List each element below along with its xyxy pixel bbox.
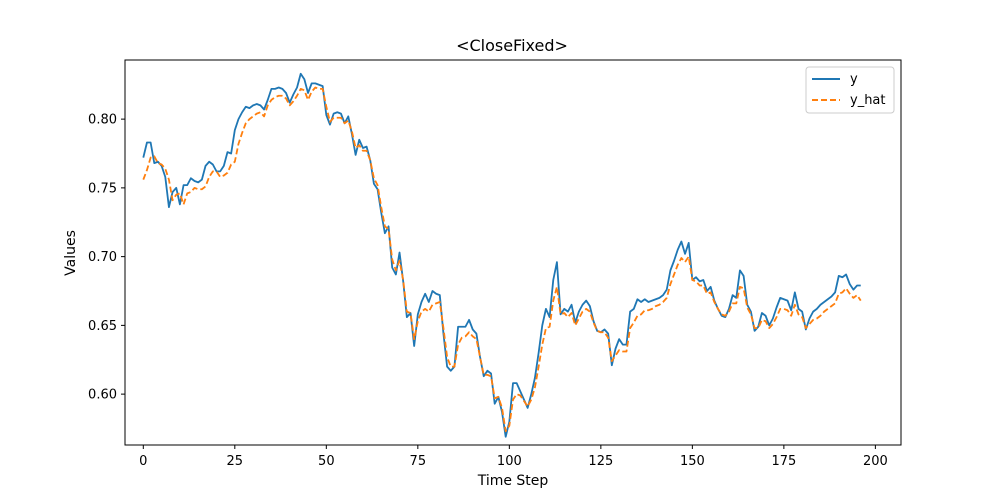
x-axis-title: Time Step [477, 473, 549, 489]
series-layer [142, 72, 862, 438]
x-tick-label: 50 [318, 454, 335, 469]
plot-frame [124, 59, 902, 446]
chart-title: <CloseFixed> [456, 36, 568, 55]
x-tick-label: 25 [227, 454, 244, 469]
y-tick-label: 0.60 [88, 388, 117, 403]
x-tick-label: 125 [588, 454, 613, 469]
legend: y y_hat [805, 66, 895, 114]
series-line-y-hat [142, 86, 862, 433]
x-tick-label: 0 [139, 454, 147, 469]
y-tick-label: 0.80 [88, 113, 117, 128]
x-axis: 0 25 50 75 100 125 150 175 200 [139, 445, 888, 469]
y-axis-title: Values [63, 230, 79, 276]
legend-label-y: y [850, 72, 858, 87]
y-tick-label: 0.75 [88, 181, 117, 196]
x-tick-label: 75 [410, 454, 427, 469]
y-tick-label: 0.65 [88, 319, 117, 334]
x-tick-label: 100 [497, 454, 522, 469]
y-tick-label: 0.70 [88, 250, 117, 265]
y-axis: 0.60 0.65 0.70 0.75 0.80 [88, 113, 125, 403]
x-tick-label: 150 [680, 454, 705, 469]
x-tick-label: 175 [771, 454, 796, 469]
legend-label-y-hat: y_hat [850, 93, 886, 108]
x-tick-label: 200 [863, 454, 888, 469]
